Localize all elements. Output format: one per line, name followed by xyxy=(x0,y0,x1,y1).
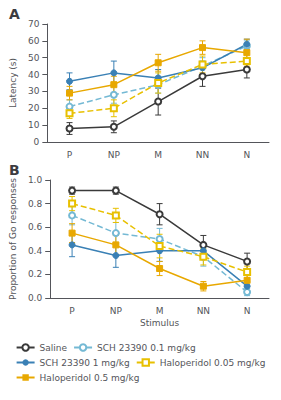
svg-text:M: M xyxy=(154,150,162,160)
svg-text:B: B xyxy=(9,162,20,178)
svg-text:SCH 23390 1 mg/kg: SCH 23390 1 mg/kg xyxy=(40,358,130,368)
svg-text:Saline: Saline xyxy=(40,343,68,353)
svg-text:NP: NP xyxy=(110,306,123,316)
svg-text:50: 50 xyxy=(28,53,40,63)
svg-text:NP: NP xyxy=(108,150,121,160)
svg-text:10: 10 xyxy=(28,120,40,130)
svg-text:M: M xyxy=(156,306,164,316)
svg-text:N: N xyxy=(243,150,250,160)
svg-text:P: P xyxy=(69,306,75,316)
svg-text:1.0: 1.0 xyxy=(28,175,43,185)
svg-text:40: 40 xyxy=(28,70,40,80)
svg-text:Stimulus: Stimulus xyxy=(140,318,179,328)
svg-text:70: 70 xyxy=(28,19,40,29)
svg-text:N: N xyxy=(244,306,251,316)
svg-text:0.0: 0.0 xyxy=(28,293,43,303)
svg-text:SCH 23390 0.1 mg/kg: SCH 23390 0.1 mg/kg xyxy=(97,343,196,353)
svg-text:Haloperidol 0.5 mg/kg: Haloperidol 0.5 mg/kg xyxy=(40,373,140,383)
svg-text:P: P xyxy=(67,150,73,160)
svg-text:NN: NN xyxy=(196,150,209,160)
svg-text:60: 60 xyxy=(28,36,40,46)
svg-text:0.8: 0.8 xyxy=(28,199,43,209)
svg-text:0.2: 0.2 xyxy=(28,269,42,279)
svg-text:30: 30 xyxy=(28,86,40,96)
svg-text:0.4: 0.4 xyxy=(28,246,43,256)
svg-text:0: 0 xyxy=(34,137,40,147)
svg-text:0.6: 0.6 xyxy=(28,222,43,232)
svg-text:Latency (s): Latency (s) xyxy=(8,58,18,108)
svg-text:Haloperidol 0.05 mg/kg: Haloperidol 0.05 mg/kg xyxy=(160,358,266,368)
svg-text:A: A xyxy=(9,6,20,22)
svg-text:20: 20 xyxy=(28,103,40,113)
svg-text:NN: NN xyxy=(197,306,210,316)
svg-text:Proportion of Go responses: Proportion of Go responses xyxy=(8,178,18,300)
